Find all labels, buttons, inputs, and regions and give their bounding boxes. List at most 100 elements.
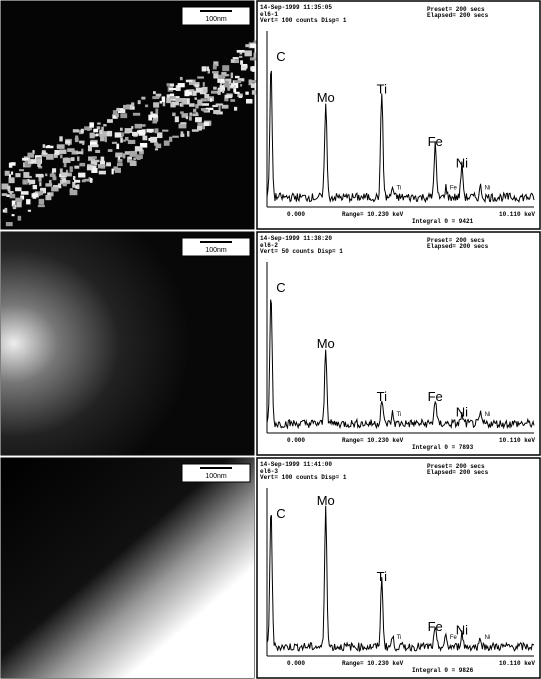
speckle (24, 181, 27, 184)
integral: Integral 0 = 9421 (412, 218, 474, 225)
speckle (70, 190, 78, 195)
speckle (235, 76, 240, 78)
speckle (90, 178, 92, 183)
speckle (195, 84, 200, 87)
speckle (120, 138, 123, 143)
speckle (132, 132, 138, 136)
speckle (70, 166, 73, 172)
speckle (202, 109, 208, 111)
speckle (137, 156, 141, 160)
speckle (212, 105, 218, 107)
speckle (234, 80, 241, 83)
scale-label: 100nm (205, 473, 227, 480)
speckle (115, 168, 121, 173)
speckle (75, 138, 79, 143)
speckle (7, 186, 10, 192)
speckle (82, 141, 84, 145)
speckle (87, 165, 92, 170)
speckle (39, 182, 41, 186)
peak-label: C (276, 280, 285, 295)
speckle (89, 122, 94, 127)
minor-peak-label: Ti (396, 412, 401, 418)
speckle (133, 113, 140, 116)
peak-label: C (276, 506, 285, 521)
speckle (120, 113, 127, 118)
minor-peak-label: Fe (450, 635, 458, 641)
speckle (130, 161, 137, 166)
speckle (139, 124, 145, 126)
speckle (197, 100, 202, 106)
peak-label: Mo (317, 493, 335, 508)
speckle (77, 156, 79, 161)
speckle (219, 80, 221, 83)
speckle (112, 142, 117, 144)
speckle (240, 84, 242, 87)
speckle (233, 88, 236, 92)
speckle (250, 44, 257, 48)
speckle (192, 113, 198, 116)
speckle (142, 136, 147, 141)
speckle (139, 130, 145, 136)
minor-peak-label: Ni (485, 412, 491, 418)
speckle (123, 105, 130, 109)
minor-peak-label: Ni (485, 185, 491, 191)
speckle (47, 193, 50, 195)
speckle (251, 83, 255, 87)
speckle (239, 56, 242, 58)
peak-label: Ti (377, 389, 387, 404)
speckle (153, 102, 159, 107)
speckle (66, 170, 68, 173)
speckle (61, 172, 68, 176)
speckle (231, 59, 235, 63)
speckle (64, 163, 67, 168)
speckle (117, 159, 122, 163)
speckle (95, 160, 99, 162)
peak-label: Fe (428, 619, 443, 634)
speckle (234, 107, 237, 111)
speckle (46, 154, 54, 160)
speckle (107, 119, 113, 123)
speckle (184, 90, 189, 96)
speckle (150, 137, 157, 143)
speckle (195, 117, 202, 122)
speckle (23, 172, 29, 178)
speckle (121, 132, 124, 136)
speckle (204, 122, 209, 126)
speckle (155, 148, 158, 150)
elapsed: Elapsed= 200 secs (427, 243, 489, 250)
integral: Integral 0 = 9826 (412, 667, 474, 674)
speckle (196, 88, 203, 93)
speckle (108, 149, 113, 152)
speckle (116, 113, 119, 117)
speckle (52, 168, 56, 172)
speckle (225, 95, 232, 98)
speckle (39, 199, 45, 205)
speckle (245, 50, 252, 56)
speckle (213, 110, 220, 114)
speckle (167, 83, 170, 86)
speckle (11, 162, 16, 165)
speckle (202, 103, 209, 106)
peak-label: Mo (317, 90, 335, 105)
speckle (183, 99, 187, 104)
speckle (32, 193, 39, 197)
speckle (231, 73, 233, 79)
timestamp: 14-Sep-1999 11:38:20 (260, 235, 332, 242)
minor-peak-label: Ti (396, 635, 401, 641)
speckle (222, 90, 224, 94)
speckle (67, 148, 74, 152)
speckle (6, 222, 13, 226)
speckle (128, 140, 135, 144)
micrograph-image (1, 232, 254, 455)
speckle (186, 80, 193, 83)
speckle (97, 123, 100, 125)
speckle (99, 130, 102, 134)
speckle (107, 131, 112, 137)
range: Range= 10.230 keV (342, 437, 404, 444)
speckle (30, 180, 35, 184)
speckle (222, 105, 229, 109)
speckle (175, 116, 179, 122)
speckle (245, 44, 250, 47)
range: Range= 10.230 keV (342, 211, 404, 218)
speckle (125, 128, 133, 133)
